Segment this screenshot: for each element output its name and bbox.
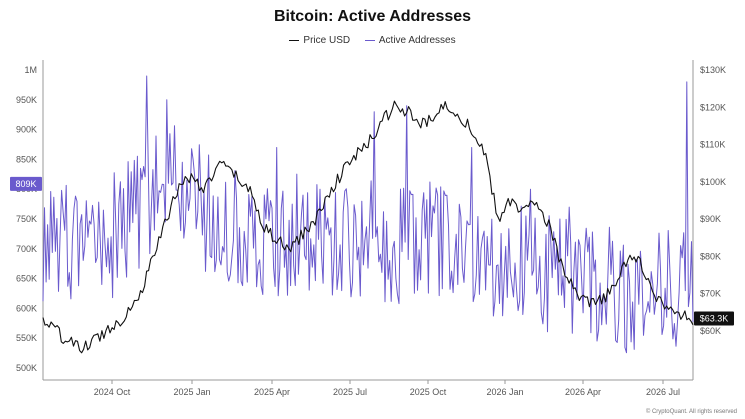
current-value-right-label: $63.3K <box>700 313 729 323</box>
current-value-left-label: 809K <box>15 179 36 189</box>
y-left-tick-label: 600K <box>16 303 37 313</box>
y-right-tick-label: $110K <box>700 140 725 150</box>
x-axis: 2024 Oct 2025 Jan 2025 Apr 2025 Jul 2025 Oct… <box>94 380 680 397</box>
x-tick-label: 2025 Apr <box>254 387 290 397</box>
legend-entry-price[interactable]: Price USD <box>289 35 352 46</box>
y-left-tick-label: 1M <box>24 65 37 75</box>
legend-label-active-addresses: Active Addresses <box>378 35 456 46</box>
x-tick-label: 2026 Jan <box>486 387 523 397</box>
y-right-tick-label: $90K <box>700 214 721 224</box>
x-tick-label: 2025 Jan <box>173 387 210 397</box>
x-tick-label: 2025 Oct <box>410 387 447 397</box>
x-tick-label: 2026 Jul <box>646 387 680 397</box>
x-tick-label: 2025 Jul <box>333 387 367 397</box>
y-right-tick-label: $70K <box>700 289 721 299</box>
y-right-tick-label: $130K <box>700 65 726 75</box>
series-price-usd-line <box>42 100 694 354</box>
y-left-tick-label: 950K <box>16 95 37 105</box>
legend-label-price: Price USD <box>303 35 351 46</box>
y-right-tick-label: $80K <box>700 251 721 261</box>
legend-entry-active-addresses[interactable]: Active Addresses <box>364 35 456 46</box>
footer-note: © CryptoQuant. All rights reserved <box>645 409 737 415</box>
legend-swatch-active-addresses <box>364 39 375 41</box>
y-left-tick-label: 550K <box>16 333 37 343</box>
legend: Price USD Active Addresses <box>0 35 745 46</box>
current-value-left: 809K <box>10 176 42 191</box>
series-active-addresses-line <box>42 75 694 354</box>
y-left-tick-label: 500K <box>16 363 37 373</box>
y-left-tick-label: 750K <box>16 214 37 224</box>
current-value-right: $63.3K <box>694 311 734 326</box>
y-left-tick-label: 900K <box>16 125 37 135</box>
legend-swatch-price <box>289 39 300 41</box>
y-axis-right: $130K $120K $110K $100K $90K $80K $70K $60K <box>700 65 726 336</box>
y-right-tick-label: $120K <box>700 102 726 112</box>
x-tick-label: 2026 Apr <box>565 387 601 397</box>
y-axis-left: 1M950K900K850K800K750K700K650K600K550K50… <box>16 65 37 373</box>
y-left-tick-label: 650K <box>16 274 37 284</box>
y-right-tick-label: $60K <box>700 326 721 336</box>
chart-title: Bitcoin: Active Addresses <box>273 8 472 25</box>
y-left-tick-label: 850K <box>16 154 37 164</box>
y-left-tick-label: 700K <box>16 244 37 254</box>
x-tick-label: 2024 Oct <box>94 387 131 397</box>
y-right-tick-label: $100K <box>700 177 726 187</box>
